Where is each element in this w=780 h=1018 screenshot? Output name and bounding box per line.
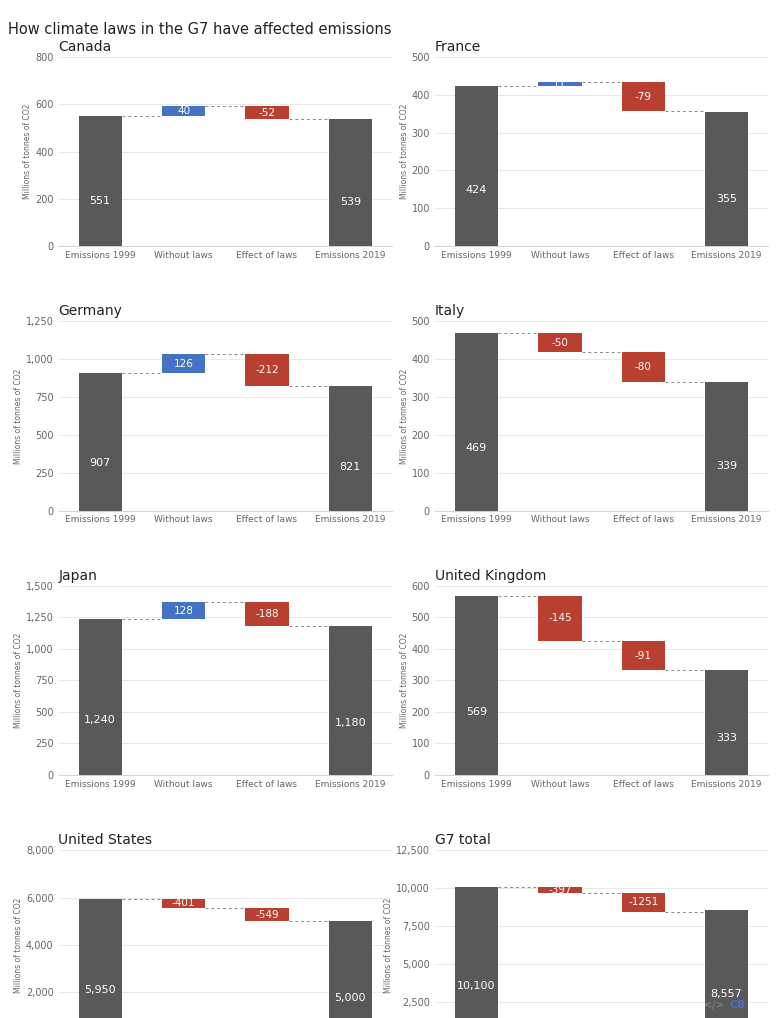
Text: 424: 424 <box>466 185 488 195</box>
Bar <box>245 354 289 386</box>
Text: 1,240: 1,240 <box>84 716 116 725</box>
Text: 821: 821 <box>339 462 361 472</box>
Bar <box>162 899 205 908</box>
Y-axis label: Millions of tonnes of CO2: Millions of tonnes of CO2 <box>385 897 393 993</box>
Text: -50: -50 <box>551 338 569 347</box>
Bar <box>622 641 665 670</box>
Text: 5,950: 5,950 <box>84 985 116 996</box>
Text: -80: -80 <box>635 362 652 373</box>
Text: 907: 907 <box>90 457 111 467</box>
Text: How climate laws in the G7 have affected emissions: How climate laws in the G7 have affected… <box>8 22 392 38</box>
Text: 10,100: 10,100 <box>457 981 496 991</box>
Bar <box>328 119 372 246</box>
Bar <box>705 112 748 246</box>
Bar <box>622 893 665 911</box>
Text: 126: 126 <box>174 358 193 369</box>
Text: United States: United States <box>58 833 153 847</box>
Text: United Kingdom: United Kingdom <box>435 569 546 582</box>
Y-axis label: Millions of tonnes of CO2: Millions of tonnes of CO2 <box>14 369 23 463</box>
Bar <box>79 116 122 246</box>
Text: 355: 355 <box>716 194 737 205</box>
Text: France: France <box>435 40 481 54</box>
Bar <box>328 626 372 775</box>
Bar <box>79 899 122 1018</box>
Text: -188: -188 <box>255 610 278 619</box>
Bar <box>455 86 498 246</box>
Text: C8: C8 <box>729 1000 745 1010</box>
Bar <box>455 596 498 775</box>
Bar <box>162 354 205 374</box>
Text: 569: 569 <box>466 708 487 718</box>
Y-axis label: Millions of tonnes of CO2: Millions of tonnes of CO2 <box>399 369 409 463</box>
Bar <box>245 908 289 921</box>
Text: 333: 333 <box>716 733 737 743</box>
Bar <box>705 670 748 775</box>
Bar <box>455 887 498 1018</box>
Y-axis label: Millions of tonnes of CO2: Millions of tonnes of CO2 <box>14 897 23 993</box>
Bar <box>705 910 748 1018</box>
Text: 469: 469 <box>466 444 488 453</box>
Bar <box>79 619 122 775</box>
Bar <box>328 386 372 511</box>
Bar <box>455 333 498 511</box>
Text: Italy: Italy <box>435 304 465 319</box>
Text: 539: 539 <box>340 196 361 207</box>
Bar <box>538 333 582 352</box>
Bar <box>328 921 372 1018</box>
Text: 551: 551 <box>90 195 111 206</box>
Bar <box>705 383 748 511</box>
Text: 8,557: 8,557 <box>711 989 743 999</box>
Bar <box>162 603 205 619</box>
Text: 11: 11 <box>553 78 566 89</box>
Text: 1,180: 1,180 <box>335 718 366 728</box>
Text: Canada: Canada <box>58 40 112 54</box>
Text: 40: 40 <box>177 106 190 116</box>
Bar <box>245 603 289 626</box>
Bar <box>162 107 205 116</box>
Text: -549: -549 <box>255 910 278 919</box>
Text: -79: -79 <box>635 92 652 102</box>
Bar <box>245 107 289 119</box>
Text: -145: -145 <box>548 614 572 623</box>
Y-axis label: Millions of tonnes of CO2: Millions of tonnes of CO2 <box>399 633 409 728</box>
Y-axis label: Millions of tonnes of CO2: Millions of tonnes of CO2 <box>14 633 23 728</box>
Text: 128: 128 <box>174 606 193 616</box>
Text: 5,000: 5,000 <box>335 993 366 1003</box>
Text: Japan: Japan <box>58 569 98 582</box>
Text: 339: 339 <box>716 461 737 470</box>
Text: -1251: -1251 <box>628 897 658 907</box>
Y-axis label: Millions of tonnes of CO2: Millions of tonnes of CO2 <box>399 104 409 200</box>
Text: -397: -397 <box>548 885 572 895</box>
Bar <box>538 596 582 641</box>
Bar <box>79 374 122 511</box>
Text: -91: -91 <box>635 651 652 661</box>
Text: G7 total: G7 total <box>435 833 491 847</box>
Bar <box>538 81 582 86</box>
Y-axis label: Millions of tonnes of CO2: Millions of tonnes of CO2 <box>23 104 32 200</box>
Bar <box>538 887 582 893</box>
Text: </>: </> <box>704 1000 723 1010</box>
Text: Germany: Germany <box>58 304 122 319</box>
Bar <box>622 81 665 111</box>
Text: -212: -212 <box>255 365 278 376</box>
Text: -52: -52 <box>258 108 275 117</box>
Text: -401: -401 <box>172 899 195 908</box>
Bar <box>622 352 665 383</box>
